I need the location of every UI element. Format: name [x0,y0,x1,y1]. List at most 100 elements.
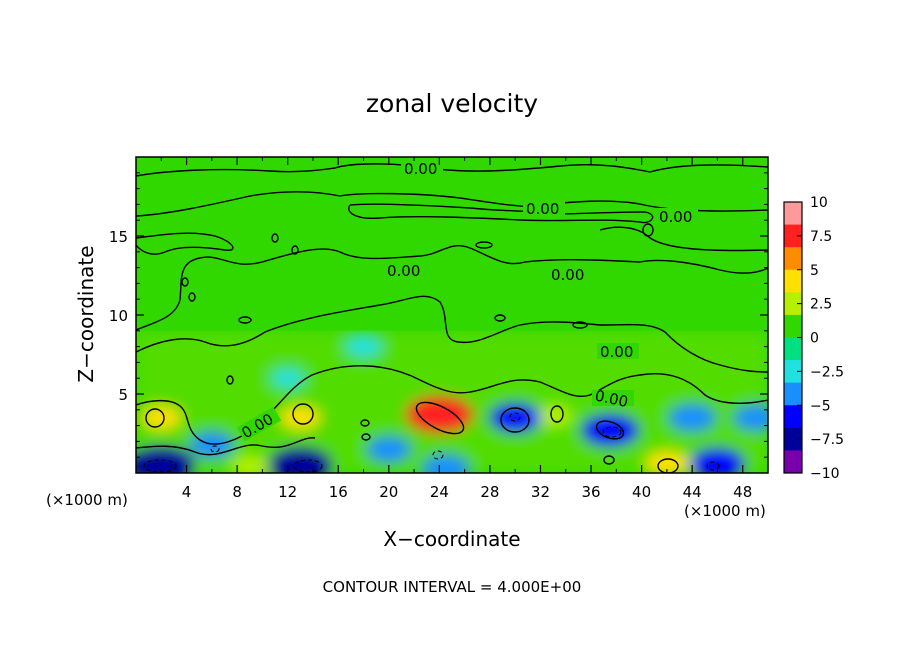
contour-line [657,458,679,473]
x-unit-right: (×1000 m) [684,502,766,520]
contour-label-group: 0.00 0.00 0.00 0.00 0.00 0.00 0.00 0.00 [236,160,698,442]
negative-contours [143,412,720,473]
field-patch [267,446,333,473]
contour-line [595,420,625,440]
contour-line [136,437,316,456]
x-axis: 4 8 12 16 20 24 28 32 36 40 44 48 [160,157,752,501]
contour-label: 0.00 [551,266,584,284]
x-tick-label: 24 [430,483,449,501]
y-tick-label: 10 [109,307,128,325]
x-tick-label: 48 [733,483,752,501]
contour-line [210,445,220,453]
x-tick-label: 20 [379,483,398,501]
contour-line [642,223,654,237]
field-patch [230,454,270,473]
field-patch [269,367,306,390]
colorbar-segment [784,202,802,226]
y-axis-label: Z−coordinate [74,245,98,382]
colorbar-tick-label: 0 [810,331,819,347]
contour-line [136,245,768,331]
colorbar-tick-label: 10 [810,195,828,211]
contour-line [360,419,370,427]
contour-line [292,403,314,425]
contour-line [602,426,622,438]
field-patch [489,402,542,433]
contour-line [226,375,234,385]
contour-line [550,405,564,423]
colorbar-segment [784,382,802,406]
contour-line [706,461,720,471]
contour-line [293,459,323,473]
contour-line [572,321,588,329]
x-tick-label: 28 [480,483,499,501]
colorbar-segment [784,247,802,271]
colorbar-tick-label: −5 [810,398,831,414]
contour-line [143,459,177,473]
contour-label: 0.00 [387,262,420,280]
x-tick-label: 12 [278,483,297,501]
contour-line [136,295,768,373]
contour-line [500,407,530,433]
y-axis: 5 10 15 [109,172,768,458]
contour-line [145,408,165,428]
chart-title: zonal velocity [366,89,538,118]
field-blobs [136,330,768,473]
colorbar-tick-label: −7.5 [810,432,844,448]
contour-line [238,316,252,324]
colorbar-segment [784,360,802,384]
contour-line [136,232,234,255]
contour-line [475,241,493,249]
contour-label: 0.00 [600,343,633,361]
x-unit-left: (×1000 m) [46,491,128,509]
contour-line [509,412,521,422]
contour-line [599,226,768,252]
contour-line [494,314,506,322]
contour-line [181,277,189,287]
field-patch [136,446,196,473]
colorbar-segment [784,427,802,451]
plot-area: 0.00 0.00 0.00 0.00 0.00 0.00 0.00 0.00 [136,157,768,473]
field-patch [421,454,471,473]
colorbar-segment [784,337,802,361]
field-patch [366,435,412,463]
colorbar-tick-label: −2.5 [810,364,844,380]
colorbar-tick-label: 2.5 [810,297,832,313]
contour-line [136,191,768,217]
field-patch [689,447,746,473]
contour-line [432,450,444,460]
contour-line [361,433,371,441]
y-tick-label: 5 [118,386,128,404]
colorbar-segment [784,292,802,316]
field-patch [405,395,474,434]
contour-label: 0.00 [659,208,692,226]
colorbar-segment [784,405,802,429]
colorbar-segment [784,269,802,293]
contour-line [188,292,196,302]
x-tick-label: 40 [632,483,651,501]
contour-line [271,233,279,243]
x-tick-label: 44 [683,483,702,501]
contour-label: 0.00 [526,200,559,218]
contour-line [603,455,615,465]
colorbar-tick-label: 5 [810,263,819,279]
field-patch [667,403,717,432]
x-tick-label: 4 [182,483,192,501]
x-tick-label: 36 [581,483,600,501]
x-tick-label: 32 [531,483,550,501]
x-tick-label: 8 [232,483,242,501]
contour-line [291,245,299,255]
field-patch [343,334,384,359]
contour-line [415,401,465,435]
colorbar-segment [784,314,802,338]
colorbar-tick-label: 7.5 [810,229,832,245]
colorbar-segment [784,224,802,248]
field-patch [580,413,640,447]
x-tick-label: 16 [329,483,348,501]
colorbar-segment [784,450,802,474]
x-axis-label: X−coordinate [383,527,520,551]
contour-line [348,203,654,224]
contour-interval-text: CONTOUR INTERVAL = 4.000E+00 [323,578,582,596]
contour-label: 0.00 [404,160,437,178]
field-patch [279,405,322,431]
